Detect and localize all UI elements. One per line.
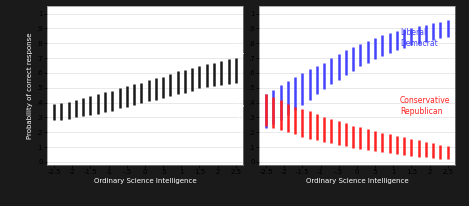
Y-axis label: Probability of correct response: Probability of correct response [239,32,245,139]
Text: Liberal
Democrat: Liberal Democrat [400,28,438,48]
Y-axis label: Probability of correct response: Probability of correct response [27,32,33,139]
Text: Conservative
Republican: Conservative Republican [400,96,450,116]
X-axis label: Ordinary Science Intelligence: Ordinary Science Intelligence [305,178,408,184]
X-axis label: Ordinary Science Intelligence: Ordinary Science Intelligence [94,178,197,184]
